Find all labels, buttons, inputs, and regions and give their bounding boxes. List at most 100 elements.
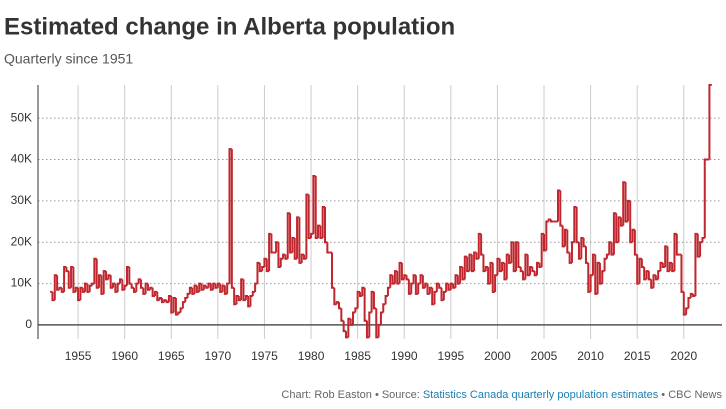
- step-segment: [650, 279, 654, 289]
- step-segment: [538, 262, 542, 269]
- step-segment: [682, 291, 687, 316]
- step-segment: [566, 229, 570, 254]
- step-segment: [545, 220, 549, 251]
- step-segment: [298, 217, 302, 264]
- step-segment: [65, 267, 69, 273]
- step-segment: [468, 253, 472, 272]
- step-segment: [167, 294, 172, 303]
- step-segment: [410, 282, 414, 294]
- x-tick-label: 2020: [670, 349, 697, 363]
- step-segment: [703, 158, 708, 239]
- step-segment: [135, 282, 139, 292]
- step-segment: [675, 233, 680, 256]
- step-segment: [601, 270, 605, 284]
- step-segment: [146, 283, 151, 291]
- step-segment: [550, 219, 554, 223]
- x-tick-label: 1955: [65, 349, 92, 363]
- step-segment: [426, 283, 430, 295]
- y-tick-label: 20K: [11, 234, 32, 248]
- step-segment: [284, 254, 288, 260]
- step-segment: [412, 274, 416, 284]
- step-segment: [696, 233, 701, 258]
- step-segment: [636, 254, 640, 285]
- step-segment: [102, 270, 107, 294]
- step-segment: [305, 193, 309, 259]
- step-segment: [244, 294, 249, 301]
- step-segment: [391, 275, 395, 285]
- step-segment: [421, 275, 426, 289]
- step-segment: [643, 267, 647, 281]
- step-segment: [605, 253, 610, 259]
- step-segment: [186, 292, 190, 299]
- step-segment: [310, 232, 314, 239]
- chart-subtitle: Quarterly since 1951: [4, 51, 133, 67]
- step-segment: [570, 241, 575, 263]
- step-segment: [480, 233, 484, 256]
- x-tick-label: 1965: [158, 349, 185, 363]
- step-segment: [517, 242, 521, 269]
- footer: Chart: Rob Easton • Source: Statistics C…: [281, 389, 722, 401]
- step-segment: [91, 282, 95, 286]
- step-segment: [363, 287, 367, 322]
- x-tick-label: 2010: [577, 349, 604, 363]
- step-segment: [340, 308, 344, 322]
- step-segment: [589, 274, 593, 292]
- y-tick-label: 50K: [11, 110, 32, 124]
- step-segment: [389, 274, 393, 288]
- step-segment: [233, 287, 237, 306]
- step-segment: [277, 242, 281, 269]
- credit: Chart: Rob Easton • Source:: [281, 389, 419, 401]
- step-segment: [640, 258, 645, 269]
- step-segment: [214, 283, 218, 289]
- step-segment: [524, 253, 528, 280]
- step-segment: [673, 232, 677, 272]
- step-segment: [657, 270, 661, 280]
- x-tick-label: 2000: [484, 349, 511, 363]
- step-segment: [591, 253, 596, 276]
- step-segment: [563, 228, 568, 247]
- step-segment: [503, 262, 507, 281]
- step-segment: [184, 297, 188, 303]
- step-segment: [109, 275, 114, 289]
- x-tick-label: 1980: [298, 349, 325, 363]
- publisher: • CBC News: [661, 389, 722, 401]
- step-segment: [53, 274, 58, 301]
- x-tick-label: 1995: [437, 349, 464, 363]
- step-segment: [351, 311, 356, 325]
- step-segment: [382, 303, 386, 313]
- step-segment: [205, 285, 209, 289]
- step-segment: [477, 232, 482, 259]
- step-segment: [249, 294, 253, 307]
- step-segment: [56, 275, 60, 291]
- step-segment: [559, 190, 563, 227]
- step-segment: [407, 279, 412, 295]
- step-segment: [631, 228, 635, 243]
- step-segment: [221, 284, 225, 292]
- step-segment: [123, 284, 127, 290]
- step-segment: [519, 267, 524, 273]
- step-segment: [384, 294, 388, 305]
- step-segment: [433, 290, 437, 305]
- step-segment: [370, 290, 374, 313]
- step-segment: [67, 271, 72, 289]
- step-segment: [699, 241, 703, 257]
- step-segment: [629, 200, 633, 244]
- step-segment: [261, 266, 265, 272]
- step-segment: [431, 287, 435, 306]
- step-segment: [326, 242, 330, 254]
- step-segment: [505, 253, 510, 280]
- step-segment: [251, 290, 256, 296]
- step-segment: [584, 246, 589, 264]
- step-segment: [419, 274, 423, 284]
- step-segment: [708, 84, 712, 160]
- step-segment: [561, 225, 565, 248]
- step-segment: [116, 282, 121, 292]
- step-segment: [107, 274, 111, 280]
- step-segment: [282, 253, 286, 259]
- step-segment: [200, 283, 204, 291]
- step-segment: [577, 242, 582, 260]
- step-segment: [286, 212, 291, 259]
- source-link[interactable]: Statistics Canada quarterly population e…: [423, 389, 659, 401]
- step-segment: [645, 270, 649, 280]
